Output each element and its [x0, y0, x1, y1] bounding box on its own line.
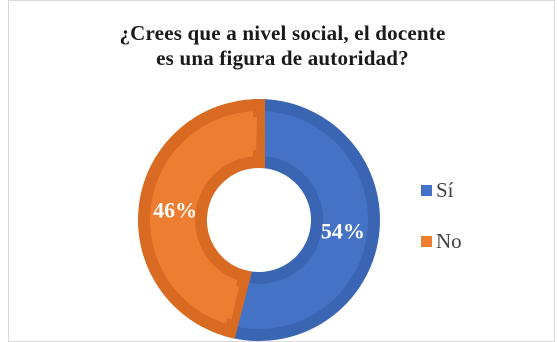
- legend-label-no: No: [436, 228, 462, 253]
- legend: Sí No: [421, 176, 462, 278]
- chart-title-line-1: ¿Crees que a nivel social, el docente: [119, 21, 446, 45]
- donut-slice-face-si: [235, 117, 362, 323]
- legend-swatch-no: [421, 235, 432, 247]
- data-labels-group: 54% 46%: [153, 197, 365, 243]
- legend-label-si: Sí: [436, 177, 454, 202]
- chart-title-line-2: es una figura de autoridad?: [156, 46, 409, 70]
- legend-item-no: No: [421, 227, 462, 255]
- chart-title: ¿Crees que a nivel social, el docente es…: [9, 21, 556, 71]
- slices-group: [138, 98, 380, 341]
- donut-slice-face-no: [156, 117, 257, 320]
- legend-swatch-si: [421, 184, 432, 196]
- data-label-si: 54%: [321, 219, 365, 244]
- legend-item-si: Sí: [421, 176, 462, 204]
- data-label-no: 46%: [153, 197, 197, 222]
